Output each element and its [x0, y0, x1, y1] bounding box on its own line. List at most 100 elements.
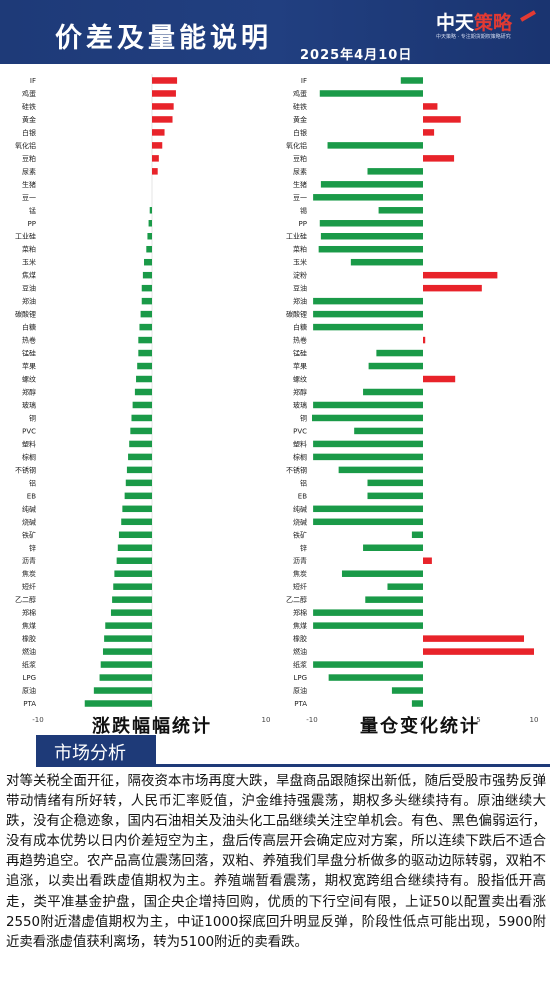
x-tick-label: -5 — [364, 716, 371, 724]
category-label: 纸浆 — [22, 660, 36, 669]
bar — [423, 155, 455, 162]
bar — [152, 129, 165, 136]
bar — [313, 505, 423, 513]
category-label: LPG — [22, 674, 36, 682]
bar — [140, 310, 152, 318]
category-label: PVC — [293, 427, 307, 435]
category-label: 白糖 — [293, 323, 307, 332]
bar — [363, 388, 423, 396]
category-label: 锡 — [300, 206, 307, 215]
category-label: 纸浆 — [293, 660, 307, 669]
price-change-chart: IF鸡蛋硅铁黄金白银氧化铝豆粕尿素生猪豆一锰PP工业硅菜粕玉米焦煤豆油郑油碳酸锂… — [15, 74, 270, 735]
bar — [313, 622, 423, 629]
bar — [146, 245, 152, 253]
category-label: 锌 — [300, 543, 307, 552]
category-label: 烧碱 — [293, 517, 307, 526]
category-label: 乙二醇 — [15, 595, 36, 604]
category-label: 螺纹 — [293, 375, 307, 384]
bar — [423, 103, 438, 110]
bar — [376, 349, 423, 357]
bar — [113, 583, 152, 590]
category-label: 乙二醇 — [286, 595, 307, 604]
x-tick-label: 10 — [530, 716, 539, 724]
category-label: 纯碱 — [293, 504, 307, 513]
section-title-background — [36, 735, 156, 767]
bar — [117, 544, 152, 551]
category-label: IF — [30, 77, 36, 85]
category-label: 豆油 — [293, 284, 307, 293]
bar — [144, 258, 152, 266]
category-label: 硅铁 — [293, 102, 307, 111]
category-label: 短纤 — [22, 582, 36, 591]
category-label: 焦煤 — [293, 621, 307, 630]
category-label: 烧碱 — [22, 517, 36, 526]
category-label: 铝 — [29, 478, 36, 487]
bar — [121, 518, 152, 526]
category-label: 热卷 — [22, 336, 36, 345]
bar — [423, 635, 525, 642]
bar — [129, 440, 152, 448]
bar — [102, 648, 152, 655]
category-label: 菜粕 — [22, 245, 36, 254]
category-label: 郑棉 — [22, 608, 36, 617]
bar — [411, 531, 423, 539]
category-label: 生猪 — [22, 180, 36, 189]
category-label: 热卷 — [293, 336, 307, 345]
category-label: 豆一 — [22, 194, 36, 202]
logo-subtitle: 中天策略 · 专注期货期权策略研究 — [436, 34, 511, 40]
category-label: 玉米 — [293, 258, 307, 267]
bar — [152, 103, 174, 110]
bar — [367, 168, 423, 175]
bar — [114, 570, 152, 577]
bar — [126, 466, 152, 474]
category-label: 郑棉 — [293, 608, 307, 617]
bar — [112, 596, 152, 603]
bar — [378, 207, 423, 214]
bar — [128, 453, 152, 461]
bar — [141, 284, 152, 292]
bar — [130, 427, 152, 435]
category-label: 橡胶 — [293, 634, 307, 643]
bar — [354, 427, 423, 435]
section-header: 市场分析 — [0, 735, 550, 767]
page-title: 价差及量能说明 — [55, 23, 272, 54]
category-label: PTA — [23, 700, 36, 708]
category-label: 短纤 — [293, 582, 307, 591]
category-label: 玻璃 — [22, 400, 36, 409]
category-label: 豆粕 — [22, 154, 36, 163]
logo-main-text: 中天 — [436, 12, 475, 34]
chart-title: 量仓变化统计 — [360, 715, 480, 735]
bar — [147, 233, 152, 240]
bar — [313, 194, 423, 201]
category-label: 燃油 — [22, 647, 36, 656]
bar — [391, 687, 423, 694]
category-label: 氧化铝 — [286, 141, 307, 150]
bar — [341, 570, 423, 577]
x-tick-label: 10 — [262, 716, 271, 724]
category-label: 玉米 — [22, 258, 36, 267]
bar — [423, 129, 435, 136]
bar — [152, 90, 176, 97]
bar — [122, 505, 152, 513]
category-label: LPG — [293, 674, 307, 682]
bar — [116, 557, 152, 564]
category-label: 塑料 — [22, 439, 36, 448]
bar — [313, 609, 423, 616]
category-label: 锰硅 — [22, 349, 36, 358]
category-label: 焦炭 — [293, 569, 307, 578]
category-label: PP — [299, 220, 307, 228]
bar — [152, 142, 163, 149]
category-label: 苹果 — [22, 362, 36, 371]
bar — [313, 310, 423, 318]
category-label: 锰硅 — [293, 349, 307, 358]
bar — [118, 531, 152, 539]
category-label: 郑醇 — [22, 388, 36, 397]
bar — [313, 297, 423, 305]
category-label: 铁矿 — [22, 530, 36, 539]
bar — [132, 401, 152, 409]
category-label: 生猪 — [293, 180, 307, 189]
bar — [313, 440, 423, 448]
category-label: 锌 — [29, 543, 36, 552]
category-label: 郑醇 — [293, 388, 307, 397]
category-label: PVC — [22, 427, 36, 435]
